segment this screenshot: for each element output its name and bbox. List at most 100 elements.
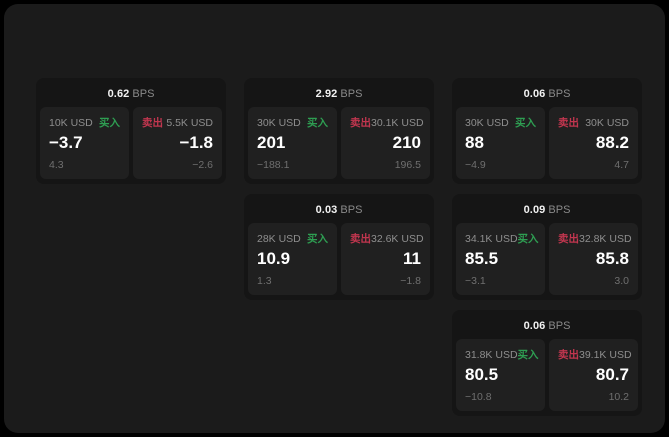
buy-side-label: 买入 [307, 117, 328, 129]
bps-unit-label: BPS [548, 320, 571, 332]
card-panels: 30K USD 买入 88 −4.9 卖出 30K USD 88.2 4.7 [456, 107, 638, 179]
buy-panel[interactable]: 30K USD 买入 201 −188.1 [248, 107, 337, 179]
buy-delta: −188.1 [257, 159, 290, 171]
buy-side-label: 买入 [517, 233, 539, 245]
buy-panel-header: 31.8K USD 买入 [465, 347, 539, 361]
card-header: 0.06 BPS [456, 84, 638, 107]
card-panels: 30K USD 买入 201 −188.1 卖出 30.1K USD 210 1… [248, 107, 430, 179]
buy-panel[interactable]: 30K USD 买入 88 −4.9 [456, 107, 545, 179]
bps-value: 0.03 [315, 204, 338, 216]
sell-side-label: 卖出 [558, 349, 579, 361]
quote-card[interactable]: 0.62 BPS 10K USD 买入 −3.7 4.3 卖出 [36, 78, 226, 184]
bps-value: 0.09 [523, 204, 546, 216]
buy-side-label: 买入 [517, 349, 539, 361]
buy-price: 88 [465, 133, 484, 152]
sell-side-label: 卖出 [142, 117, 163, 129]
sell-notional: 30.1K USD [371, 117, 424, 129]
card-panels: 10K USD 买入 −3.7 4.3 卖出 5.5K USD −1.8 −2.… [40, 107, 222, 179]
sell-panel[interactable]: 卖出 39.1K USD 80.7 10.2 [549, 339, 638, 411]
buy-panel-header: 10K USD 买入 [49, 115, 120, 129]
sell-panel[interactable]: 卖出 30.1K USD 210 196.5 [341, 107, 430, 179]
sell-panel[interactable]: 卖出 32.6K USD 11 −1.8 [341, 223, 430, 295]
sell-price: 80.7 [595, 365, 629, 384]
buy-notional: 34.1K USD [465, 233, 518, 245]
buy-panel-header: 28K USD 买入 [257, 231, 328, 245]
buy-notional: 28K USD [257, 233, 301, 245]
sell-price: 11 [403, 249, 421, 268]
buy-price: 10.9 [257, 249, 291, 268]
sell-delta: −2.6 [192, 159, 213, 171]
quote-column-2: 2.92 BPS 30K USD 买入 201 −188.1 卖出 [244, 78, 434, 416]
buy-panel[interactable]: 10K USD 买入 −3.7 4.3 [40, 107, 129, 179]
card-header: 0.03 BPS [248, 200, 430, 223]
buy-panel[interactable]: 34.1K USD 买入 85.5 −3.1 [456, 223, 545, 295]
bps-value: 2.92 [315, 88, 338, 100]
buy-panel[interactable]: 28K USD 买入 10.9 1.3 [248, 223, 337, 295]
card-header: 2.92 BPS [248, 84, 430, 107]
sell-delta: 10.2 [608, 391, 629, 403]
quote-card[interactable]: 0.09 BPS 34.1K USD 买入 85.5 −3.1 卖出 [452, 194, 642, 300]
sell-panel[interactable]: 卖出 30K USD 88.2 4.7 [549, 107, 638, 179]
quote-card[interactable]: 2.92 BPS 30K USD 买入 201 −188.1 卖出 [244, 78, 434, 184]
card-header: 0.62 BPS [40, 84, 222, 107]
buy-delta: −3.1 [465, 275, 486, 287]
sell-panel[interactable]: 卖出 32.8K USD 85.8 3.0 [549, 223, 638, 295]
card-header: 0.06 BPS [456, 316, 638, 339]
quote-card[interactable]: 0.06 BPS 31.8K USD 买入 80.5 −10.8 卖出 [452, 310, 642, 416]
sell-price: −1.8 [179, 133, 213, 152]
quote-board-surface: 0.62 BPS 10K USD 买入 −3.7 4.3 卖出 [4, 4, 665, 433]
buy-side-label: 买入 [99, 117, 120, 129]
buy-panel-header: 30K USD 买入 [465, 115, 536, 129]
bps-unit-label: BPS [340, 88, 363, 100]
sell-side-label: 卖出 [558, 233, 579, 245]
sell-side-label: 卖出 [558, 117, 579, 129]
sell-delta: 3.0 [614, 275, 629, 287]
buy-panel-header: 34.1K USD 买入 [465, 231, 539, 245]
buy-side-label: 买入 [515, 117, 536, 129]
card-panels: 34.1K USD 买入 85.5 −3.1 卖出 32.8K USD 85.8… [456, 223, 638, 295]
card-panels: 31.8K USD 买入 80.5 −10.8 卖出 39.1K USD 80.… [456, 339, 638, 411]
quote-card[interactable]: 0.03 BPS 28K USD 买入 10.9 1.3 卖出 [244, 194, 434, 300]
sell-side-label: 卖出 [350, 117, 371, 129]
sell-panel-header: 卖出 32.8K USD [558, 231, 632, 245]
sell-panel-header: 卖出 39.1K USD [558, 347, 632, 361]
sell-notional: 32.6K USD [371, 233, 424, 245]
buy-delta: −4.9 [465, 159, 486, 171]
sell-delta: 4.7 [614, 159, 629, 171]
sell-panel-header: 卖出 30.1K USD [350, 115, 424, 129]
sell-panel-header: 卖出 32.6K USD [350, 231, 424, 245]
buy-price: −3.7 [49, 133, 83, 152]
bps-value: 0.62 [107, 88, 130, 100]
buy-panel-header: 30K USD 买入 [257, 115, 328, 129]
buy-delta: −10.8 [465, 391, 492, 403]
buy-panel[interactable]: 31.8K USD 买入 80.5 −10.8 [456, 339, 545, 411]
bps-unit-label: BPS [548, 88, 571, 100]
buy-price: 85.5 [465, 249, 499, 268]
buy-price: 201 [257, 133, 286, 152]
card-header: 0.09 BPS [456, 200, 638, 223]
sell-notional: 30K USD [585, 117, 629, 129]
sell-panel-header: 卖出 30K USD [558, 115, 629, 129]
buy-notional: 30K USD [465, 117, 509, 129]
sell-panel[interactable]: 卖出 5.5K USD −1.8 −2.6 [133, 107, 222, 179]
quote-column-1: 0.62 BPS 10K USD 买入 −3.7 4.3 卖出 [36, 78, 226, 416]
quote-column-3: 0.06 BPS 30K USD 买入 88 −4.9 卖出 [452, 78, 642, 416]
buy-notional: 30K USD [257, 117, 301, 129]
bps-unit-label: BPS [548, 204, 571, 216]
sell-price: 85.8 [595, 249, 629, 268]
buy-notional: 10K USD [49, 117, 93, 129]
bps-unit-label: BPS [340, 204, 363, 216]
bps-value: 0.06 [523, 320, 546, 332]
bps-unit-label: BPS [132, 88, 155, 100]
sell-price: 210 [392, 133, 421, 152]
sell-side-label: 卖出 [350, 233, 371, 245]
sell-notional: 5.5K USD [166, 117, 213, 129]
sell-notional: 32.8K USD [579, 233, 632, 245]
quote-card[interactable]: 0.06 BPS 30K USD 买入 88 −4.9 卖出 [452, 78, 642, 184]
sell-notional: 39.1K USD [579, 349, 632, 361]
card-panels: 28K USD 买入 10.9 1.3 卖出 32.6K USD 11 −1.8 [248, 223, 430, 295]
sell-delta: 196.5 [394, 159, 421, 171]
quote-card-grid: 0.62 BPS 10K USD 买入 −3.7 4.3 卖出 [36, 78, 642, 416]
buy-side-label: 买入 [307, 233, 328, 245]
buy-price: 80.5 [465, 365, 499, 384]
